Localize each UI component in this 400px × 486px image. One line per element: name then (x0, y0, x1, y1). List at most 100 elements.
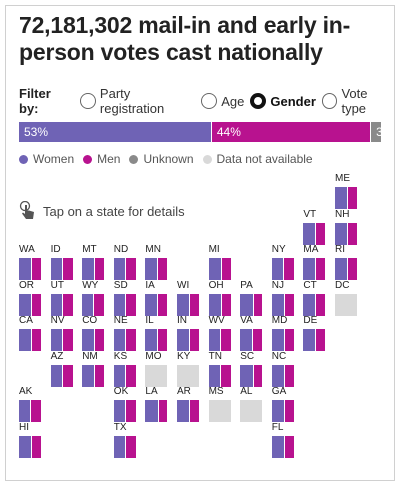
state-tile-ak[interactable]: AK (19, 386, 41, 423)
state-abbr: AK (19, 386, 33, 397)
state-share-divider (125, 329, 127, 351)
state-abbr: ME (335, 173, 350, 184)
state-share-bar (271, 364, 294, 387)
state-tile-ms[interactable]: MS (208, 386, 231, 423)
state-tile-ia[interactable]: IA (145, 280, 168, 317)
state-tile-in[interactable]: IN (177, 315, 199, 352)
state-women-share (177, 329, 189, 351)
state-tile-sd[interactable]: SD (113, 280, 136, 317)
state-tile-mn[interactable]: MN (145, 244, 168, 281)
filter-option-age[interactable]: Age (201, 93, 244, 109)
state-tile-nc[interactable]: NC (271, 351, 294, 388)
state-tile-co[interactable]: CO (82, 315, 105, 352)
state-women-share (82, 258, 94, 280)
state-tile-wy[interactable]: WY (82, 280, 105, 317)
state-tile-tx[interactable]: TX (113, 421, 136, 459)
state-tile-ga[interactable]: GA (271, 386, 294, 423)
state-share-divider (93, 293, 95, 316)
state-share-divider (157, 258, 159, 280)
state-tile-ne[interactable]: NE (113, 315, 136, 352)
state-tile-ct[interactable]: CT (303, 279, 326, 317)
state-share-divider (252, 329, 254, 351)
state-tile-tn[interactable]: TN (208, 351, 231, 388)
state-tile-hi[interactable]: HI (19, 422, 41, 459)
state-tile-ks[interactable]: KS (113, 351, 136, 388)
state-tile-or[interactable]: OR (19, 280, 41, 317)
state-tile-va[interactable]: VA (240, 315, 263, 352)
state-tile-al[interactable]: AL (240, 386, 263, 423)
state-share-divider (284, 329, 286, 351)
state-tile-az[interactable]: AZ (50, 351, 73, 388)
state-tile-ca[interactable]: CA (19, 315, 41, 352)
state-men-share (126, 400, 136, 422)
state-share-bar (240, 293, 263, 316)
state-share-divider (94, 364, 96, 387)
state-women-share (335, 258, 347, 280)
state-no-data-cell (240, 400, 263, 422)
radio-checked-icon[interactable] (250, 93, 267, 109)
state-women-share (271, 435, 284, 458)
state-tile-mi[interactable]: MI (208, 244, 231, 281)
radio-icon[interactable] (201, 93, 218, 109)
state-abbr: CT (303, 279, 317, 291)
state-men-share (348, 222, 357, 245)
state-tile-nv[interactable]: NV (50, 315, 73, 352)
state-tile-vt[interactable]: VT (303, 209, 326, 246)
state-men-share (316, 222, 326, 245)
filter-option-vote-type[interactable]: Vote type (321, 86, 394, 116)
state-share-bar (335, 222, 357, 245)
state-tile-mo[interactable]: MO (145, 351, 168, 388)
state-share-bar (82, 329, 105, 351)
state-tile-md[interactable]: MD (271, 315, 294, 352)
state-tile-ny[interactable]: NY (271, 244, 294, 281)
state-tile-nj[interactable]: NJ (271, 280, 294, 317)
radio-icon[interactable] (321, 93, 338, 109)
state-tile-ma[interactable]: MA (303, 244, 326, 281)
state-share-divider (283, 364, 285, 387)
state-men-share (94, 293, 105, 316)
filter-option-gender[interactable]: Gender (250, 93, 316, 109)
state-share-divider (283, 435, 285, 458)
state-abbr: NV (50, 315, 65, 326)
state-tile-ri[interactable]: RI (335, 244, 357, 281)
state-tile-la[interactable]: LA (145, 386, 168, 423)
state-tile-ok[interactable]: OK (113, 386, 136, 423)
radio-icon[interactable] (80, 93, 96, 109)
state-tile-me[interactable]: ME (335, 173, 357, 210)
state-abbr: MN (145, 244, 161, 255)
state-tile-nm[interactable]: NM (82, 351, 105, 388)
filter-option-label: Age (221, 93, 245, 109)
state-tile-wi[interactable]: WI (177, 280, 199, 317)
state-women-share (303, 258, 316, 280)
state-share-divider (62, 258, 64, 280)
legend-dot-icon (19, 154, 28, 164)
state-tile-dc[interactable]: DC (335, 280, 357, 317)
state-tile-pa[interactable]: PA (240, 280, 263, 317)
state-tile-ar[interactable]: AR (177, 386, 199, 423)
filter-option-party-registration[interactable]: Party registration (80, 86, 195, 116)
state-tile-wv[interactable]: WV (208, 315, 231, 352)
state-men-share (31, 329, 41, 351)
state-men-share (284, 435, 294, 458)
state-women-share (271, 293, 284, 316)
state-tile-il[interactable]: IL (145, 315, 168, 352)
state-men-share (221, 258, 231, 280)
state-tile-nd[interactable]: ND (113, 244, 136, 281)
state-tile-ut[interactable]: UT (50, 280, 73, 317)
state-men-share (158, 400, 168, 422)
state-men-share (316, 329, 326, 351)
state-abbr: TX (113, 421, 127, 433)
state-tile-nh[interactable]: NH (335, 209, 357, 246)
state-tile-de[interactable]: DE (303, 315, 326, 352)
state-tile-oh[interactable]: OH (208, 280, 231, 317)
state-tile-mt[interactable]: MT (82, 244, 105, 281)
state-men-share (285, 329, 294, 351)
state-share-divider (61, 293, 63, 316)
state-tile-ky[interactable]: KY (177, 351, 199, 388)
legend-dot-icon (129, 154, 139, 164)
state-tile-wa[interactable]: WA (19, 244, 41, 281)
state-tile-sc[interactable]: SC (240, 351, 263, 388)
state-tile-id[interactable]: ID (50, 244, 73, 281)
state-share-bar (145, 258, 168, 280)
state-tile-fl[interactable]: FL (271, 422, 294, 459)
